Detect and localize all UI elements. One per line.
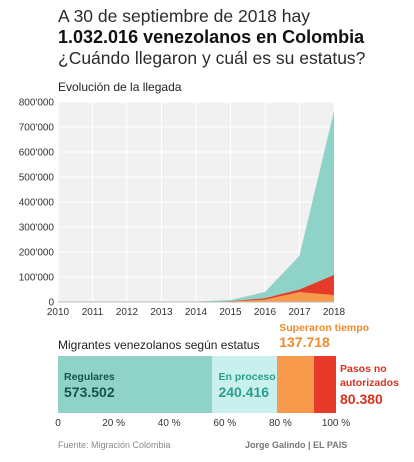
x-tick-label: 2018: [323, 307, 346, 318]
status-label-4: Pasos no autorizados 80.380: [340, 362, 399, 408]
headline-line-1: A 30 de septiembre de 2018 hay: [58, 6, 310, 26]
area-series-3: [58, 292, 334, 302]
y-tick-label: 200'000: [19, 248, 55, 259]
x-tick-label: 2014: [185, 307, 208, 318]
percent-tick-label: 0: [55, 418, 61, 429]
x-tick-label: 2016: [254, 307, 277, 318]
status-chart-title: Migrantes venezolanos según estatus: [58, 338, 260, 352]
y-tick-label: 400'000: [19, 198, 55, 209]
status-segment-2: [212, 356, 278, 413]
area-series-1: [58, 110, 334, 302]
status-name: Pasos no: [340, 363, 387, 375]
percent-tick-label: 20 %: [102, 418, 125, 429]
status-value: 573.502: [64, 384, 115, 400]
footer-source: Fuente: Migración Colombia: [58, 440, 171, 450]
x-tick-label: 2011: [82, 307, 104, 318]
y-tick-label: 800'000: [19, 98, 55, 109]
status-segment-1: [58, 356, 213, 413]
y-tick-label: 0: [48, 298, 54, 309]
y-tick-label: 600'000: [19, 148, 55, 159]
percent-tick-label: 40 %: [157, 418, 181, 429]
status-name: Superaron tiempo: [279, 322, 370, 334]
x-tick-label: 2012: [116, 307, 139, 318]
x-tick-label: 2017: [288, 307, 311, 318]
y-tick-label: 100'000: [19, 273, 55, 284]
y-tick-label: 300'000: [19, 223, 55, 234]
percent-tick-label: 80 %: [269, 418, 292, 429]
status-stacked-bar: Regulares 573.502 En proceso 240.416: [58, 356, 336, 413]
status-value: 240.416: [218, 384, 270, 400]
y-tick-label: 500'000: [19, 173, 55, 184]
status-value: 80.380: [340, 391, 383, 407]
status-segment-4: [314, 356, 336, 413]
status-label-3: Superaron tiempo 137.718: [279, 322, 369, 350]
status-name: En proceso: [218, 371, 276, 383]
x-tick-label: 2015: [219, 307, 242, 318]
status-label-1: Regulares 573.502: [64, 370, 115, 400]
footer-credit: Jorge Galindo | EL PAIS: [245, 440, 348, 450]
arrival-area-chart: 0 100'000 200'000 300'000 400'000 500'000 600'…: [19, 98, 346, 319]
x-tick-label: 2013: [150, 307, 173, 318]
x-tick-label: 2010: [47, 307, 70, 318]
headline-question: ¿Cuándo llegaron y cuál es su estatus?: [58, 48, 366, 68]
area-chart-title: Evolución de la llegada: [58, 80, 182, 94]
status-label-2: En proceso 240.416: [218, 370, 275, 400]
percent-tick-label: 100 %: [321, 418, 351, 429]
headline-total: 1.032.016 venezolanos en Colombia: [58, 27, 365, 47]
status-value: 137.718: [279, 334, 330, 350]
status-name: Regulares: [64, 371, 115, 383]
y-tick-label: 700'000: [19, 123, 55, 134]
status-segment-3: [277, 356, 315, 413]
status-name: autorizados: [340, 377, 399, 389]
percent-tick-label: 60 %: [213, 418, 237, 429]
headline: A 30 de septiembre de 2018 hay 1.032.016…: [58, 6, 410, 69]
